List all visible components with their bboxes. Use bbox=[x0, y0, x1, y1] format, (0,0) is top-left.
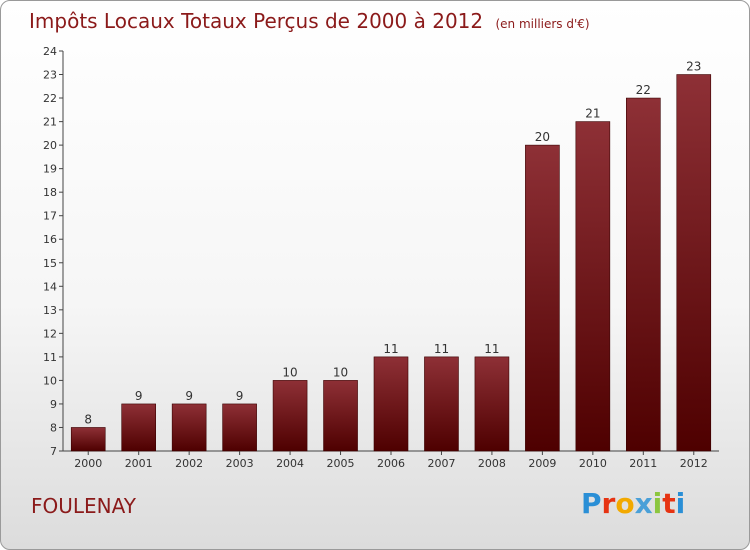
data-label: 10 bbox=[333, 365, 348, 379]
x-tick-label: 2002 bbox=[175, 457, 203, 470]
data-label: 11 bbox=[383, 342, 398, 356]
x-tick-label: 2007 bbox=[427, 457, 455, 470]
y-tick-label: 22 bbox=[43, 92, 57, 105]
bar-2012 bbox=[676, 74, 712, 452]
x-tick-label: 2009 bbox=[528, 457, 556, 470]
bar-2009 bbox=[525, 144, 560, 452]
x-tick-label: 2004 bbox=[276, 457, 304, 470]
bar-2010 bbox=[575, 121, 611, 452]
y-tick-label: 12 bbox=[43, 327, 57, 340]
bar-2006 bbox=[373, 356, 409, 452]
logo-letter: o bbox=[615, 487, 635, 520]
chart-title: Impôts Locaux Totaux Perçus de 2000 à 20… bbox=[29, 9, 590, 33]
x-tick-label: 2010 bbox=[579, 457, 607, 470]
x-tick-label: 2001 bbox=[125, 457, 153, 470]
y-tick-label: 23 bbox=[43, 69, 57, 82]
data-label: 20 bbox=[535, 130, 550, 144]
y-tick-label: 7 bbox=[50, 445, 57, 458]
logo-letter: t bbox=[662, 487, 676, 520]
data-label: 23 bbox=[686, 60, 701, 74]
y-tick-label: 16 bbox=[43, 233, 57, 246]
y-tick-label: 15 bbox=[43, 257, 57, 270]
data-label: 22 bbox=[636, 83, 651, 97]
data-label: 9 bbox=[236, 389, 244, 403]
data-label: 9 bbox=[135, 389, 143, 403]
logo-letter: i bbox=[675, 487, 686, 520]
x-tick-label: 2000 bbox=[74, 457, 102, 470]
bar-2011 bbox=[626, 97, 661, 452]
y-tick-label: 10 bbox=[43, 374, 57, 387]
y-tick-label: 19 bbox=[43, 163, 57, 176]
data-label: 8 bbox=[84, 412, 92, 426]
y-tick-label: 14 bbox=[43, 280, 57, 293]
bar-2007 bbox=[424, 356, 459, 452]
y-tick-label: 9 bbox=[50, 398, 57, 411]
bar-2002 bbox=[171, 403, 207, 452]
y-tick-label: 8 bbox=[50, 421, 57, 434]
x-tick-label: 2003 bbox=[226, 457, 254, 470]
x-tick-label: 2012 bbox=[680, 457, 708, 470]
data-label: 10 bbox=[282, 365, 297, 379]
data-label: 21 bbox=[585, 107, 600, 121]
place-name: FOULENAY bbox=[31, 494, 136, 518]
y-tick-label: 18 bbox=[43, 186, 57, 199]
logo-letter: x bbox=[634, 487, 653, 520]
proxiti-logo: Proxiti bbox=[581, 487, 685, 520]
y-tick-label: 11 bbox=[43, 351, 57, 364]
logo-letter: i bbox=[652, 487, 663, 520]
data-label: 9 bbox=[185, 389, 193, 403]
logo-letter: r bbox=[601, 487, 616, 520]
bar-2000 bbox=[70, 427, 106, 452]
y-tick-label: 17 bbox=[43, 210, 57, 223]
chart-unit: (en milliers d'€) bbox=[495, 17, 590, 31]
chart-title-text: Impôts Locaux Totaux Perçus de 2000 à 20… bbox=[29, 9, 484, 33]
x-tick-label: 2006 bbox=[377, 457, 405, 470]
y-tick-label: 24 bbox=[43, 45, 57, 58]
bar-2003 bbox=[222, 403, 257, 452]
bar-2001 bbox=[121, 403, 156, 452]
y-tick-label: 21 bbox=[43, 116, 57, 129]
y-tick-label: 20 bbox=[43, 139, 57, 152]
bar-2005 bbox=[323, 380, 358, 452]
y-tick-label: 13 bbox=[43, 304, 57, 317]
x-tick-label: 2008 bbox=[478, 457, 506, 470]
bar-2008 bbox=[474, 356, 510, 452]
data-label: 11 bbox=[484, 342, 499, 356]
data-label: 11 bbox=[434, 342, 449, 356]
logo-letter: P bbox=[581, 487, 602, 520]
x-tick-label: 2005 bbox=[327, 457, 355, 470]
x-tick-label: 2011 bbox=[629, 457, 657, 470]
bar-2004 bbox=[272, 380, 308, 452]
